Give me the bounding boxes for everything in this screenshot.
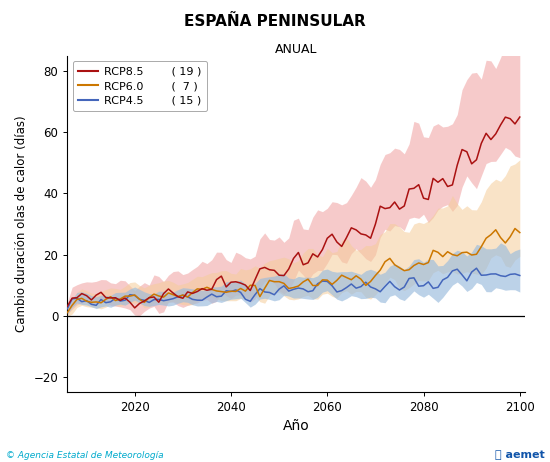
Text: Ⓝ aemet: Ⓝ aemet bbox=[495, 450, 544, 460]
Legend: RCP8.5        ( 19 ), RCP6.0        (  7 ), RCP4.5        ( 15 ): RCP8.5 ( 19 ), RCP6.0 ( 7 ), RCP4.5 ( 15… bbox=[73, 61, 207, 111]
Title: ANUAL: ANUAL bbox=[274, 43, 317, 56]
X-axis label: Año: Año bbox=[283, 419, 309, 433]
Y-axis label: Cambio duración olas de calor (días): Cambio duración olas de calor (días) bbox=[15, 116, 28, 332]
Text: © Agencia Estatal de Meteorología: © Agencia Estatal de Meteorología bbox=[6, 451, 163, 460]
Text: ESPAÑA PENINSULAR: ESPAÑA PENINSULAR bbox=[184, 14, 366, 29]
